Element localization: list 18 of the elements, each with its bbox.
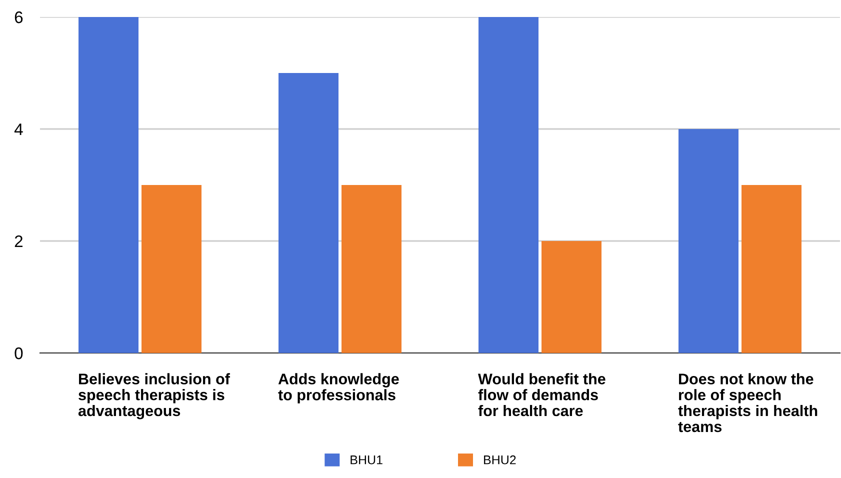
- y-tick-label: 2: [14, 235, 22, 248]
- x-tick-label: Does not know the role of speech therapists in health teams: [678, 373, 818, 432]
- bar: [278, 73, 338, 353]
- bar: [742, 185, 802, 353]
- bar: [542, 241, 602, 353]
- bar: [142, 185, 202, 353]
- x-tick-label: Adds knowledge to professionals: [278, 373, 399, 404]
- x-tick-label: Believes inclusion of speech therapists is advantageous: [78, 373, 230, 420]
- y-tick-label: 4: [14, 124, 23, 136]
- bar: [478, 17, 538, 353]
- y-tick-label: 6: [14, 11, 23, 24]
- legend-label: BHU1: [350, 456, 382, 464]
- y-tick-label: 0: [14, 347, 23, 360]
- legend-label: BHU2: [484, 455, 516, 464]
- bar: [678, 129, 738, 353]
- bar: [78, 17, 138, 353]
- bar: [342, 185, 402, 353]
- x-tick-label: Would benefit the flow of demands for health care: [478, 373, 606, 416]
